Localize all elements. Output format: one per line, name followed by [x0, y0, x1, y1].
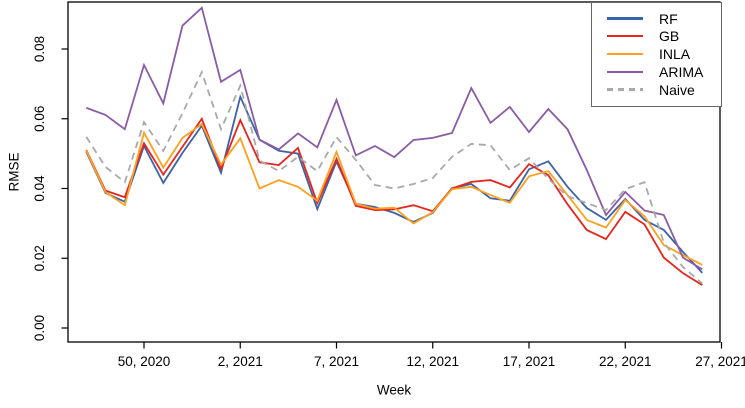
plot-border — [67, 1, 721, 343]
series-line-arima — [85, 6, 703, 271]
legend-line-sample-naive — [607, 88, 643, 91]
legend-line-sample-arima — [607, 70, 643, 73]
y-tick-label: 0.06 — [32, 106, 47, 132]
x-tick-label: 7, 2021 — [314, 354, 359, 369]
y-tick-label: 0.02 — [32, 245, 47, 271]
legend-label-arima: ARIMA — [659, 63, 704, 80]
x-tick-label: 17, 2021 — [503, 354, 556, 369]
legend-line-sample-inla — [607, 52, 643, 56]
legend-label-inla: INLA — [659, 46, 691, 62]
legend-item-gb: GB — [592, 29, 721, 44]
legend-label-naive: Naive — [659, 81, 695, 98]
y-tick-label: 0.04 — [32, 175, 47, 202]
x-tick-label: 27, 2021 — [695, 354, 745, 369]
x-tick-label: 12, 2021 — [406, 354, 459, 369]
series-line-inla — [85, 122, 703, 266]
legend-item-inla: INLA — [592, 47, 721, 62]
legend-label-rf: RF — [659, 10, 678, 27]
legend-item-naive: Naive — [592, 82, 721, 97]
series-line-rf — [85, 94, 703, 274]
x-tick-label: 50, 2020 — [118, 354, 171, 369]
legend-item-rf: RF — [592, 11, 721, 26]
legend-line-sample-rf — [607, 17, 643, 20]
y-tick-label: 0.08 — [32, 36, 47, 62]
x-tick-label: 22, 2021 — [599, 354, 652, 369]
legend-label-gb: GB — [659, 28, 680, 45]
x-axis-title: Week — [376, 382, 412, 398]
x-tick-label: 2, 2021 — [218, 354, 263, 369]
series-line-gb — [85, 116, 703, 286]
legend-line-sample-gb — [607, 35, 643, 38]
legend-item-arima: ARIMA — [592, 64, 721, 79]
y-axis-title: RMSE — [6, 152, 22, 192]
y-tick-label: 0.00 — [32, 315, 47, 341]
legend: RF GB INLA ARIMA Naive — [591, 2, 722, 107]
